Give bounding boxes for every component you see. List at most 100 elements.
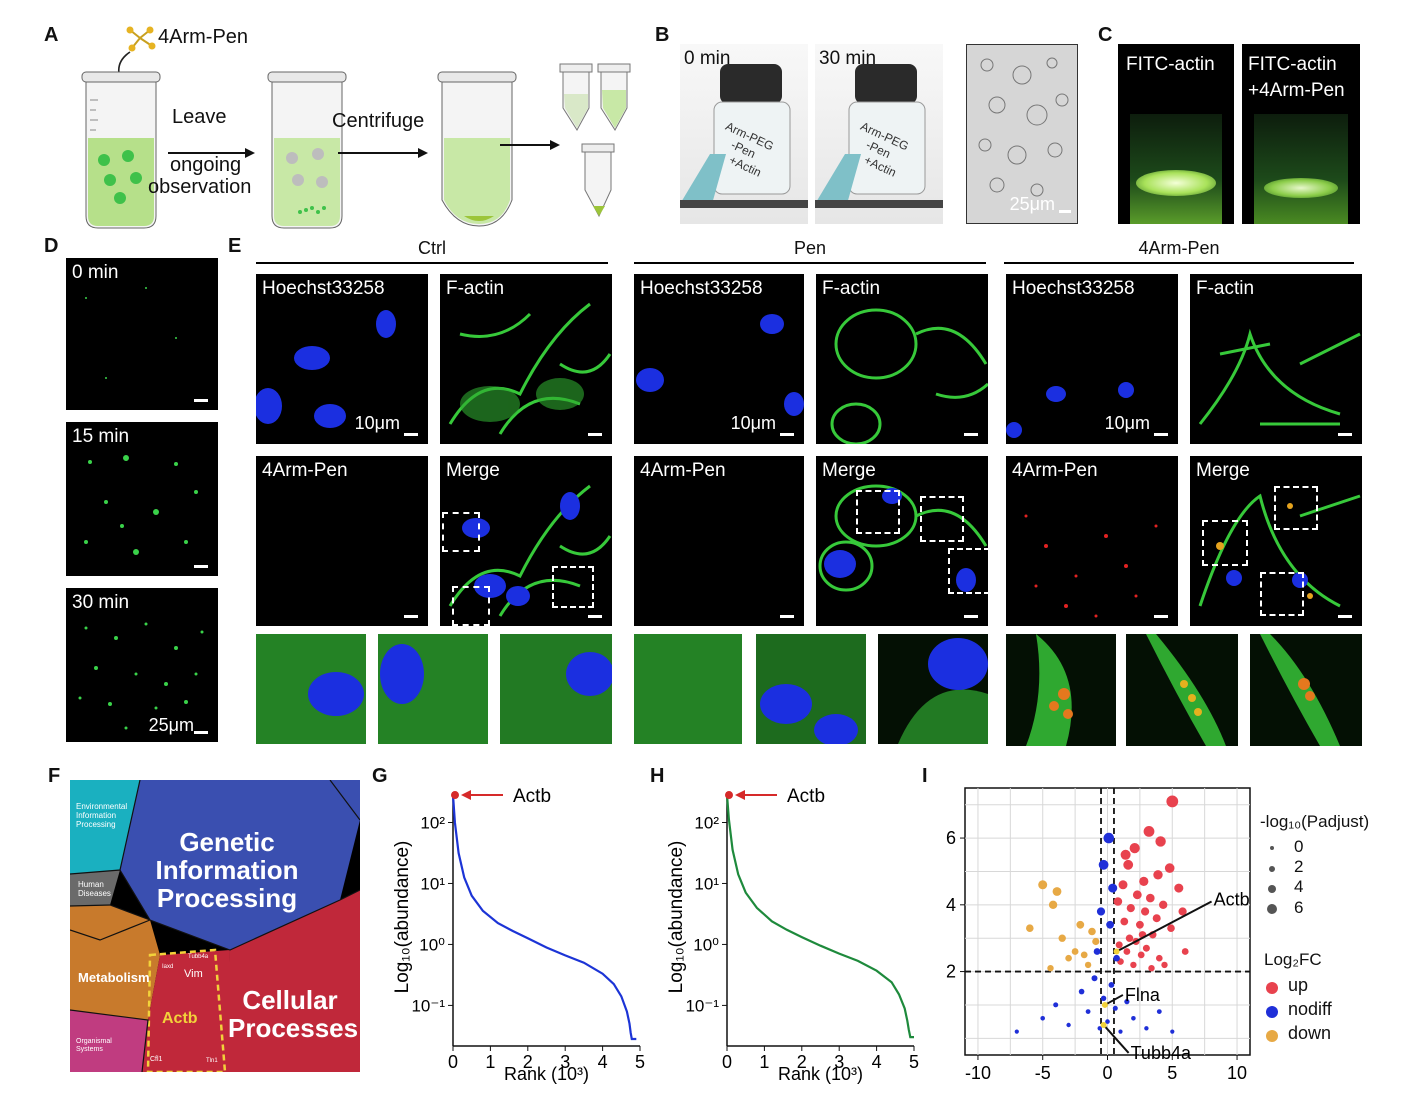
pen-roi-3	[948, 548, 988, 594]
gip-label: Genetic Information Processing	[155, 827, 299, 913]
fitc-actin-4arm-label-2: +4Arm-Pen	[1248, 80, 1345, 101]
region-organismal	[70, 1010, 148, 1072]
ongoing-label: ongoing	[170, 154, 242, 176]
point-nodiff	[1066, 1022, 1071, 1028]
point-up	[1141, 907, 1150, 916]
scale-bar-d30	[194, 731, 208, 734]
point-down	[1071, 948, 1079, 955]
pen-factin-scale-bar	[964, 433, 978, 436]
ctrl-zoom-2	[378, 634, 488, 744]
gene-tln1-label: Tln1	[206, 1058, 218, 1064]
tube-3	[437, 71, 517, 227]
x-tick-label: 3	[560, 1052, 570, 1072]
os-label: Organismal Systems	[76, 1038, 112, 1053]
pen-factin-label: F-actin	[822, 278, 881, 299]
arm-roi-2	[1202, 520, 1248, 566]
point-up	[1181, 948, 1189, 955]
legend-up: up	[1288, 975, 1309, 995]
pen-zoom-3	[878, 634, 988, 744]
vial-time-30: 30 min	[819, 48, 877, 69]
point-down	[1088, 927, 1096, 936]
ctrl-hoechst-image: Hoechst33258 10μm	[256, 274, 428, 444]
point-up	[1155, 836, 1166, 847]
point-up	[1178, 907, 1187, 916]
point-down	[1048, 900, 1058, 909]
point-nodiff	[1118, 1029, 1123, 1034]
region-metabolism-top	[70, 905, 150, 940]
region-human-diseases	[70, 870, 120, 906]
actb-annotation: Actb	[787, 786, 825, 807]
pen-scale-label: 10μm	[730, 413, 776, 433]
fitc-actin-label: FITC-actin	[1126, 54, 1215, 75]
ctrl-merge-label: Merge	[446, 460, 500, 481]
annotation-flna: Flna	[1125, 985, 1161, 1005]
point-up	[1166, 795, 1179, 808]
x-tick-label: 0	[1102, 1063, 1112, 1083]
point-up	[1136, 920, 1144, 929]
arm-scale-label: 10μm	[1104, 413, 1150, 433]
point-down	[1058, 934, 1066, 942]
panel-d-image-30min: 30 min 25μm	[66, 588, 218, 742]
arm-merge-image: Merge	[1190, 456, 1362, 626]
point-nodiff	[1096, 907, 1106, 916]
legend-down: down	[1288, 1023, 1332, 1043]
vial-photo-30min: Arm-PEG -Pen +Actin 30 min	[815, 44, 943, 224]
point-nodiff	[1014, 1029, 1019, 1034]
x-tick-label: 5	[635, 1052, 645, 1072]
point-nodiff	[1106, 920, 1114, 929]
x-axis-title: Rank (10³)	[504, 1064, 589, 1084]
panel-d-image-0min: 0 min	[66, 258, 218, 410]
ctrl-factin-image: F-actin	[440, 274, 612, 444]
d-time-15: 15 min	[72, 426, 130, 447]
y-tick-label: 10⁻¹	[411, 996, 445, 1015]
point-nodiff	[1085, 1009, 1091, 1014]
point-down	[1026, 924, 1034, 932]
pen-merge-scale-bar	[964, 615, 978, 618]
d-time-30: 30 min	[72, 592, 130, 613]
annotation-point	[1113, 948, 1120, 955]
legend-size-dot-2	[1269, 866, 1275, 872]
x-tick-label: 3	[834, 1052, 844, 1072]
ctrl-4arm-scale-bar	[404, 615, 418, 618]
gene-cfl1-label: Cfl1	[150, 1056, 163, 1063]
point-up	[1129, 843, 1140, 854]
point-up	[1142, 944, 1150, 952]
x-tick-label: 5	[1167, 1063, 1177, 1083]
arm-roi-1	[1274, 486, 1318, 530]
arm-hoechst-label: Hoechst33258	[1012, 278, 1135, 299]
x-tick-label: 4	[598, 1052, 608, 1072]
actb-annotation: Actb	[513, 786, 551, 807]
group-ctrl: Ctrl	[418, 238, 446, 258]
arm-factin-label: F-actin	[1196, 278, 1255, 299]
arm-roi-3	[1260, 572, 1304, 616]
ctrl-scale-label: 10μm	[354, 413, 400, 433]
arm-zoom-3	[1250, 634, 1362, 746]
point-up	[1115, 941, 1123, 949]
point-up	[1153, 870, 1163, 880]
y-tick-label: 10²	[694, 813, 719, 832]
point-up	[1159, 900, 1168, 909]
ctrl-merge-image: Merge	[440, 456, 612, 626]
panel-i-legend: -log₁₀(Padjust) 0 2 4 6 Log₂FC up nodiff…	[1260, 810, 1420, 1060]
gene-anxa-label: Iaxd	[162, 964, 174, 970]
point-up	[1167, 924, 1175, 932]
point-nodiff	[1097, 1026, 1102, 1031]
point-up	[1146, 893, 1155, 903]
y-axis-title: Log₁₀(abundance)	[666, 841, 687, 994]
point-nodiff	[1131, 1016, 1136, 1021]
region-environmental	[70, 780, 140, 874]
x-tick-label: 2	[797, 1052, 807, 1072]
actb-arrowhead	[461, 790, 471, 801]
observation-label: observation	[148, 176, 252, 198]
point-up	[1132, 890, 1142, 900]
point-up	[1139, 876, 1149, 886]
point-nodiff	[1144, 1026, 1149, 1031]
point-nodiff	[1124, 999, 1130, 1005]
group-ctrl-line	[256, 262, 608, 264]
region-metabolism	[70, 920, 160, 1020]
ctrl-roi-2	[452, 586, 490, 626]
arm-4arm-image: 4Arm-Pen	[1006, 456, 1178, 626]
actb-highlight	[146, 948, 227, 1074]
ctrl-roi-3	[552, 566, 594, 608]
legend-down-dot	[1266, 1030, 1278, 1042]
